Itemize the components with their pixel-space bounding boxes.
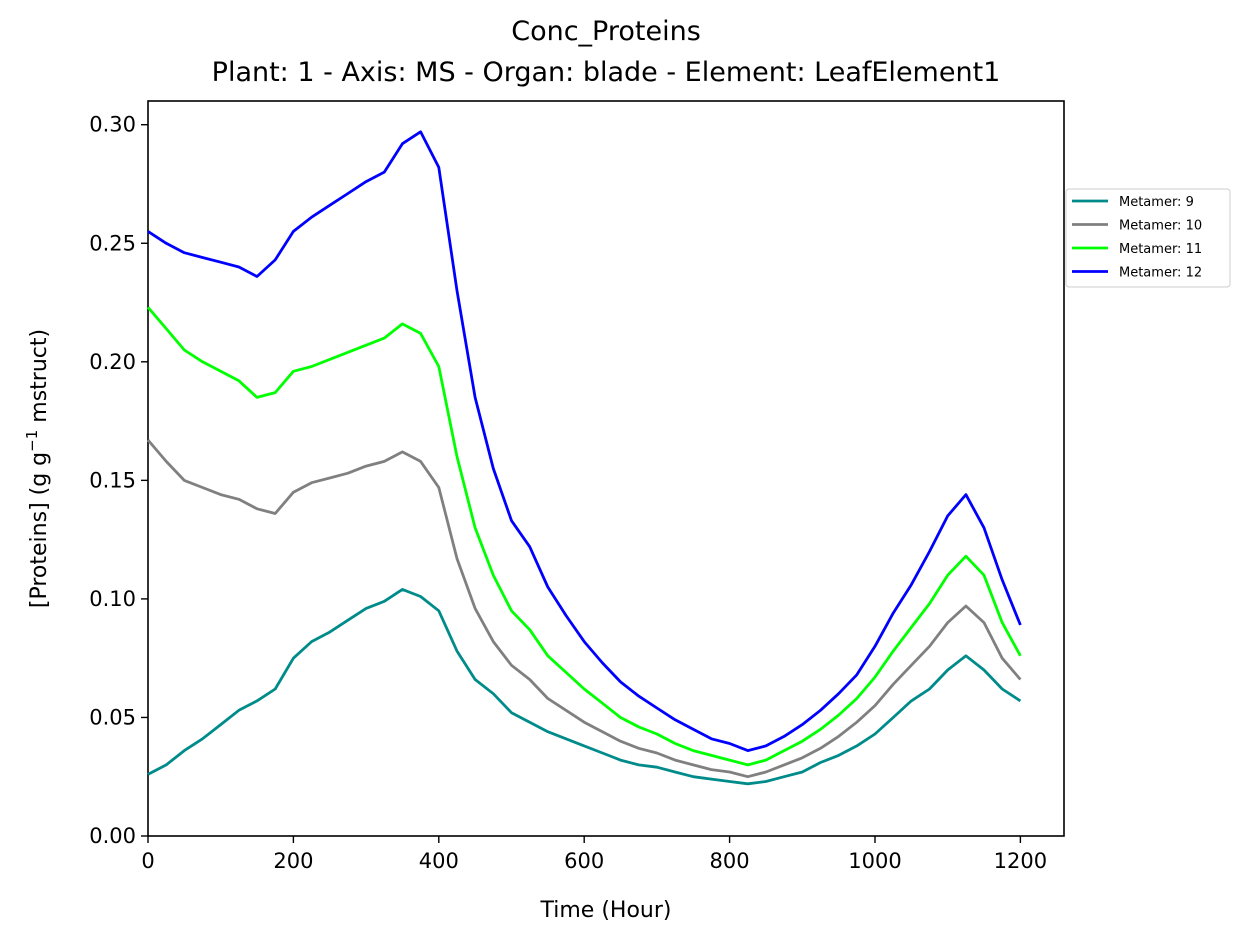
plot-frame — [147, 100, 1065, 837]
y-tick-label: 0.10 — [89, 587, 136, 611]
y-axis-label: [Proteins] (g g−1 mstruct) — [23, 329, 52, 608]
x-axis: 0 200 400 600 800 1000 1200 — [141, 836, 1047, 873]
series-line-4 — [147, 130, 1022, 752]
series-layer — [146, 130, 1022, 786]
series-line-2 — [146, 439, 1022, 779]
chart-title: Conc_Proteins — [511, 16, 701, 47]
legend-label-2: Metamer: 10 — [1119, 219, 1202, 234]
legend-label-1: Metamer: 9 — [1119, 195, 1194, 210]
legend: Metamer: 9 Metamer: 10 Metamer: 11 Metamer:… — [1065, 188, 1231, 288]
y-tick-label: 0.15 — [89, 468, 136, 492]
x-tick-label: 200 — [273, 849, 313, 873]
y-axis-label-main: [Proteins] (g g — [27, 452, 52, 608]
chart-subtitle: Plant: 1 - Axis: MS - Organ: blade - Ele… — [211, 57, 1001, 88]
x-tick-label: 400 — [419, 849, 459, 873]
x-tick-label: 0 — [141, 849, 154, 873]
y-axis-label-tail: mstruct) — [27, 329, 52, 430]
plot-area-border — [147, 100, 1065, 837]
series-line-3 — [146, 306, 1022, 767]
y-axis: 0.00 0.05 0.10 0.15 0.20 0.25 0.30 — [89, 113, 148, 848]
y-tick-label: 0.20 — [89, 350, 136, 374]
y-tick-label: 0.30 — [89, 113, 136, 137]
x-axis-label: Time (Hour) — [540, 898, 672, 923]
series-line-1 — [147, 588, 1022, 786]
x-tick-label: 1200 — [994, 849, 1047, 873]
x-tick-label: 800 — [710, 849, 750, 873]
y-tick-label: 0.05 — [89, 705, 136, 729]
x-tick-label: 1000 — [848, 849, 901, 873]
legend-label-3: Metamer: 11 — [1119, 242, 1202, 257]
x-tick-label: 600 — [564, 849, 604, 873]
y-tick-label: 0.25 — [89, 231, 136, 255]
y-tick-label: 0.00 — [89, 824, 136, 848]
legend-box — [1065, 188, 1231, 288]
y-axis-label-superscript: −1 — [23, 430, 41, 452]
legend-label-4: Metamer: 12 — [1119, 266, 1202, 281]
